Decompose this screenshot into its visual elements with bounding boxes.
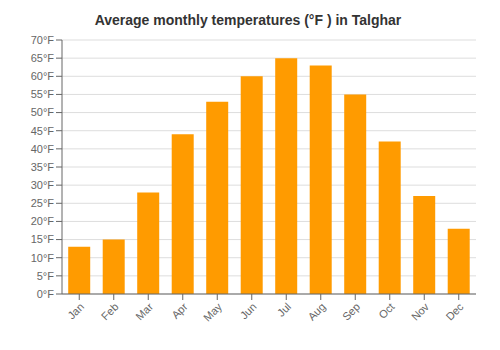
svg-text:35°F: 35°F <box>31 161 55 173</box>
svg-text:Apr: Apr <box>169 300 190 321</box>
svg-text:30°F: 30°F <box>31 179 55 191</box>
svg-text:70°F: 70°F <box>31 34 55 46</box>
svg-text:Oct: Oct <box>376 300 397 321</box>
svg-text:Mar: Mar <box>133 300 155 322</box>
svg-text:50°F: 50°F <box>31 106 55 118</box>
svg-text:Nov: Nov <box>409 300 432 323</box>
svg-text:5°F: 5°F <box>37 270 55 282</box>
svg-text:May: May <box>201 300 225 324</box>
svg-text:65°F: 65°F <box>31 52 55 64</box>
svg-text:Jun: Jun <box>238 300 259 321</box>
html-text:Average monthly temperatures (: Average monthly temperatures (°F ) in Ta… <box>94 12 402 28</box>
svg-text:40°F: 40°F <box>31 143 55 155</box>
svg-text:Feb: Feb <box>99 300 121 322</box>
svg-text:55°F: 55°F <box>31 88 55 100</box>
svg-text:0°F: 0°F <box>37 288 55 300</box>
svg-text:20°F: 20°F <box>31 215 55 227</box>
svg-text:Aug: Aug <box>305 300 327 322</box>
svg-text:Jul: Jul <box>275 300 293 318</box>
svg-text:25°F: 25°F <box>31 197 55 209</box>
svg-text:60°F: 60°F <box>31 70 55 82</box>
svg-text:10°F: 10°F <box>31 252 55 264</box>
svg-text:Dec: Dec <box>443 300 466 323</box>
svg-text:15°F: 15°F <box>31 233 55 245</box>
svg-text:Jan: Jan <box>65 300 86 321</box>
svg-text:45°F: 45°F <box>31 125 55 137</box>
svg-text:Sep: Sep <box>340 300 362 322</box>
